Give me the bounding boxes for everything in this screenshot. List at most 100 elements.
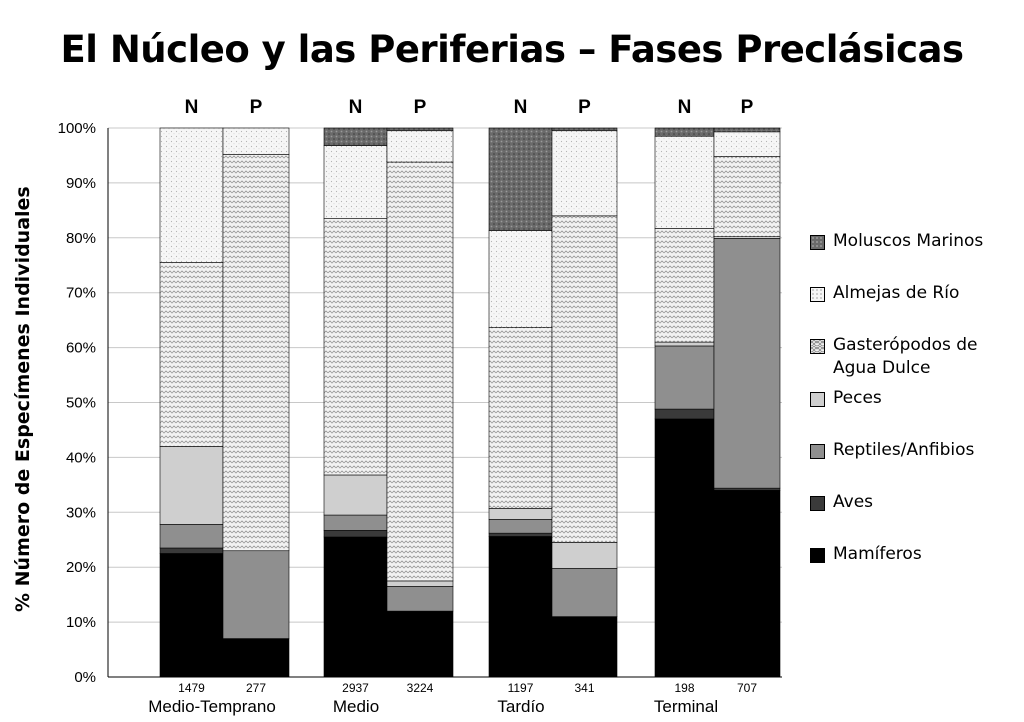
- legend-item: Aves: [810, 491, 1018, 514]
- sample-size-label: 198: [674, 681, 694, 695]
- bar-segment: [159, 524, 224, 549]
- legend-swatch: [810, 392, 825, 407]
- bar-segment: [488, 519, 553, 534]
- bar-header-label: P: [414, 97, 427, 118]
- legend-item: Almejas de Río: [810, 282, 1018, 305]
- legend-label: Gasterópodos de Agua Dulce: [833, 335, 978, 378]
- y-tick-label: 70%: [66, 285, 96, 302]
- bar-header-label: N: [678, 97, 692, 118]
- legend-swatch: [810, 287, 825, 302]
- bar-segment: [323, 145, 388, 219]
- bar-header-label: P: [250, 97, 263, 118]
- legend-label: Moluscos Marinos: [833, 231, 984, 251]
- legend-swatch: [810, 235, 825, 250]
- bar-segment: [159, 262, 224, 447]
- legend-item: Moluscos Marinos: [810, 230, 1018, 253]
- bar-segment: [386, 610, 454, 678]
- legend-swatch: [810, 548, 825, 563]
- group-label: Tardío: [497, 697, 544, 716]
- bar-segment: [488, 230, 553, 328]
- legend-item: Mamíferos: [810, 543, 1018, 566]
- bar-segment: [159, 547, 224, 554]
- bar-segment: [222, 127, 290, 155]
- bar-segment: [488, 326, 553, 509]
- bar-header-label: N: [349, 97, 363, 118]
- bar-segment: [488, 508, 553, 520]
- legend-swatch: [810, 444, 825, 459]
- bar-segment: [551, 130, 618, 217]
- bar-segment: [551, 616, 618, 678]
- bar-segment: [713, 131, 781, 157]
- bar-segment: [713, 238, 781, 489]
- bar-header-label: P: [741, 97, 754, 118]
- bar-segment: [654, 408, 715, 420]
- bar-segment: [488, 127, 553, 231]
- bar-segment: [386, 580, 454, 587]
- bar-segment: [386, 161, 454, 582]
- sample-size-label: 1479: [178, 681, 205, 695]
- bar-segment: [551, 567, 618, 617]
- bar-segment: [323, 474, 388, 516]
- y-tick-label: 100%: [58, 120, 96, 137]
- y-tick-label: 10%: [66, 614, 96, 631]
- legend-label: Aves: [833, 492, 874, 512]
- bar-segment: [159, 127, 224, 263]
- sample-size-label: 2937: [342, 681, 369, 695]
- legend-item: Reptiles/Anfibios: [810, 439, 1018, 462]
- bar-segment: [222, 638, 290, 678]
- bar-segment: [222, 154, 290, 552]
- group-label: Terminal: [654, 697, 718, 716]
- bar-header-label: P: [578, 97, 591, 118]
- sample-size-label: 1197: [508, 681, 534, 695]
- legend-item: Gasterópodos de Agua Dulce: [810, 334, 1018, 380]
- bar-segment: [386, 127, 454, 132]
- y-tick-label: 20%: [66, 559, 96, 576]
- bar-segment: [222, 550, 290, 639]
- y-tick-label: 30%: [66, 504, 96, 521]
- bar-segment: [551, 215, 618, 543]
- bar-segment: [488, 536, 553, 678]
- legend-label: Peces: [833, 388, 882, 408]
- bar-header-label: N: [514, 97, 528, 118]
- bar-segment: [654, 418, 715, 678]
- bar-segment: [386, 130, 454, 163]
- sample-size-label: 707: [737, 681, 757, 695]
- bar-segment: [654, 345, 715, 410]
- sample-size-label: 341: [574, 681, 594, 695]
- bar-segment: [323, 127, 388, 146]
- y-tick-label: 90%: [66, 175, 96, 192]
- bar-segment: [159, 553, 224, 678]
- legend-label: Mamíferos: [833, 544, 922, 564]
- bar-segment: [488, 532, 553, 537]
- bar-segment: [654, 135, 715, 229]
- bar-segment: [551, 127, 618, 132]
- bar-segment: [654, 228, 715, 343]
- legend-swatch: [810, 496, 825, 511]
- bar-segment: [654, 127, 715, 137]
- y-tick-label: 60%: [66, 340, 96, 357]
- y-tick-label: 80%: [66, 230, 96, 247]
- bar-segment: [551, 542, 618, 569]
- chart-title: El Núcleo y las Periferias – Fases Precl…: [60, 28, 965, 71]
- y-tick-label: 40%: [66, 449, 96, 466]
- bar-header-label: N: [185, 97, 199, 118]
- group-label: Medio-Temprano: [148, 697, 276, 716]
- legend-swatch: [810, 339, 825, 354]
- bar-segment: [713, 156, 781, 238]
- bar-segment: [713, 490, 781, 678]
- y-tick-label: 50%: [66, 395, 96, 412]
- sample-size-label: 3224: [407, 681, 434, 695]
- y-tick-label: 0%: [74, 669, 96, 686]
- bar-segment: [713, 487, 781, 491]
- bar-segment: [713, 127, 781, 133]
- sample-size-label: 277: [246, 681, 266, 695]
- legend-item: Peces: [810, 387, 1018, 410]
- group-label: Medio: [333, 697, 379, 716]
- bar-segment: [323, 218, 388, 476]
- bar-segment: [323, 514, 388, 531]
- bar-segment: [159, 446, 224, 525]
- bar-segment: [323, 530, 388, 538]
- bar-segment: [654, 341, 715, 347]
- bar-segment: [323, 536, 388, 678]
